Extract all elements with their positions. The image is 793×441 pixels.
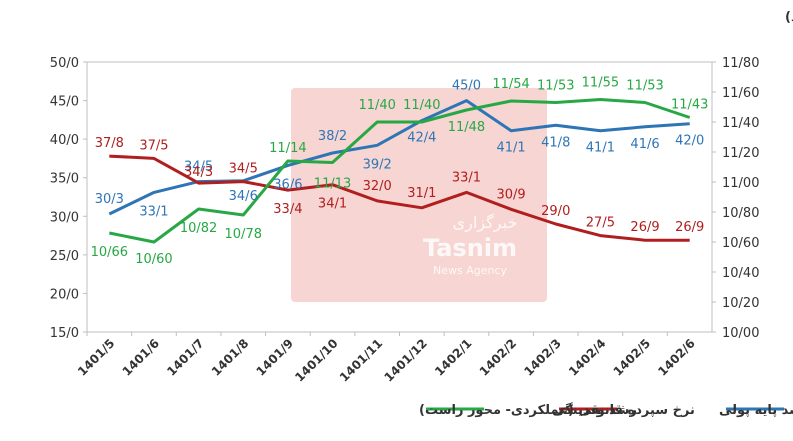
data-label-liquidity: 33/4 <box>273 202 302 217</box>
data-labels: 30/3 33/1 34/5 34/6 36/6 38/2 39/2 42/4 45/0 41/1… <box>91 76 709 268</box>
data-label-liquidity: 33/1 <box>452 170 481 185</box>
legend-label-reserve-rate: نرخ سپرده قانونی (عملکردی- محور راست) <box>419 403 695 418</box>
left-axis-tick-label: 50/0 <box>50 56 79 71</box>
right-axis-tick-label: 10/60 <box>722 236 759 251</box>
data-label-reserve-rate: 11/40 <box>403 98 440 113</box>
data-label-base-money: 42/0 <box>675 134 704 149</box>
right-axis-tick-label: 11/20 <box>722 146 759 161</box>
data-label-base-money: 33/1 <box>139 204 168 219</box>
data-label-reserve-rate: 11/54 <box>492 77 529 92</box>
watermark-sub: News Agency <box>433 264 508 277</box>
data-label-base-money: 41/1 <box>586 141 615 156</box>
legend-item-reserve-rate: نرخ سپرده قانونی (عملکردی- محور راست) <box>419 403 695 418</box>
left-axis-tick-label: 15/0 <box>50 326 79 341</box>
right-axis-tick-label: 11/80 <box>722 56 759 71</box>
series-lines <box>108 98 691 244</box>
right-axis-tick-label: 11/60 <box>722 86 759 101</box>
x-axis-tick-label: 1402/3 <box>521 336 564 379</box>
x-axis-tick-label: 1402/1 <box>432 336 475 379</box>
legend: رشد پایه پولی رشد نقدینگی نرخ سپرده قانو… <box>419 402 793 418</box>
x-axis-tick-label: 1402/4 <box>566 336 609 379</box>
x-axis-tick-label: 1401/12 <box>382 336 430 384</box>
series-line-reserve-rate <box>109 98 691 244</box>
legend-label-base-money: رشد پایه پولی <box>719 403 793 418</box>
data-label-reserve-rate: 11/43 <box>671 98 708 113</box>
data-label-base-money: 39/2 <box>363 157 392 172</box>
legend-item-base-money: رشد پایه پولی <box>719 403 793 418</box>
x-axis-tick-label: 1402/5 <box>611 336 654 379</box>
data-label-liquidity: 37/8 <box>95 136 124 151</box>
legend-item-liquidity: رشد نقدینگی <box>552 402 637 418</box>
data-label-reserve-rate: 10/78 <box>225 227 262 242</box>
data-label-reserve-rate: 10/60 <box>135 252 172 267</box>
data-label-reserve-rate: 11/53 <box>626 79 663 94</box>
left-axis-tick-label: 30/0 <box>50 210 79 225</box>
data-label-liquidity: 34/1 <box>318 197 347 212</box>
left-axis-tick-label: 20/0 <box>50 287 79 302</box>
right-axis-tick-label: 11/40 <box>722 116 759 131</box>
data-label-base-money: 38/2 <box>318 129 347 144</box>
chart-title: نمودار: تحولات رشد پایه پولی، رشد نقدینگ… <box>785 9 793 25</box>
right-axis-tick-label: 10/40 <box>722 266 759 281</box>
data-label-base-money: 34/6 <box>229 189 258 204</box>
x-axis-tick-label: 1401/8 <box>209 336 252 379</box>
x-axis-tick-label: 1401/6 <box>120 336 163 379</box>
data-label-reserve-rate: 10/82 <box>180 221 217 236</box>
data-label-liquidity: 26/9 <box>675 220 704 235</box>
data-label-reserve-rate: 11/48 <box>448 120 485 135</box>
data-label-base-money: 30/3 <box>95 192 124 207</box>
data-label-liquidity: 37/5 <box>139 138 168 153</box>
x-axis-tick-label: 1401/9 <box>253 336 296 379</box>
data-label-liquidity: 34/5 <box>229 162 258 177</box>
x-axis-tick-label: 1402/2 <box>477 336 520 379</box>
right-axis-tick-label: 10/80 <box>722 206 759 221</box>
data-label-liquidity: 29/0 <box>541 204 570 219</box>
data-label-reserve-rate: 11/55 <box>582 76 619 91</box>
data-label-liquidity: 32/0 <box>363 179 392 194</box>
watermark-brand: Tasnim <box>423 234 517 262</box>
watermark-text-fa: خبرگزاری <box>453 213 518 233</box>
legend-label-liquidity: رشد نقدینگی <box>552 402 637 418</box>
data-label-reserve-rate: 10/66 <box>91 245 128 260</box>
series-line-liquidity <box>109 154 690 242</box>
left-axis-tick-label: 40/0 <box>50 133 79 148</box>
right-axis-tick-label: 11/00 <box>722 176 759 191</box>
data-label-base-money: 41/6 <box>630 137 659 152</box>
data-label-base-money: 36/6 <box>273 177 302 192</box>
data-label-liquidity: 27/5 <box>586 216 615 231</box>
data-label-reserve-rate: 11/53 <box>537 79 574 94</box>
right-axis-tick-label: 10/00 <box>722 326 759 341</box>
right-axis-tick-label: 10/20 <box>722 296 759 311</box>
data-label-base-money: 41/1 <box>497 141 526 156</box>
left-axis-tick-label: 25/0 <box>50 249 79 264</box>
x-axis-tick-label: 1401/5 <box>75 336 118 379</box>
data-label-liquidity: 34/3 <box>184 165 213 180</box>
data-label-liquidity: 26/9 <box>630 220 659 235</box>
data-label-liquidity: 30/9 <box>497 187 526 202</box>
data-label-reserve-rate: 11/40 <box>358 98 395 113</box>
x-axis-tick-label: 1402/6 <box>655 336 698 379</box>
x-axis-tick-label: 1401/10 <box>292 336 340 384</box>
data-label-reserve-rate: 11/14 <box>269 141 306 156</box>
left-axis-tick-label: 35/0 <box>50 172 79 187</box>
data-label-base-money: 41/8 <box>541 135 570 150</box>
data-label-reserve-rate: 11/13 <box>314 177 351 192</box>
left-axis-tick-label: 45/0 <box>50 95 79 110</box>
data-label-base-money: 34/5 <box>184 160 213 175</box>
data-label-liquidity: 31/1 <box>407 186 436 201</box>
data-label-base-money: 42/4 <box>407 131 436 146</box>
data-label-base-money: 45/0 <box>452 79 481 94</box>
x-axis-tick-label: 1401/11 <box>337 336 385 384</box>
x-axis-tick-label: 1401/7 <box>164 336 207 379</box>
